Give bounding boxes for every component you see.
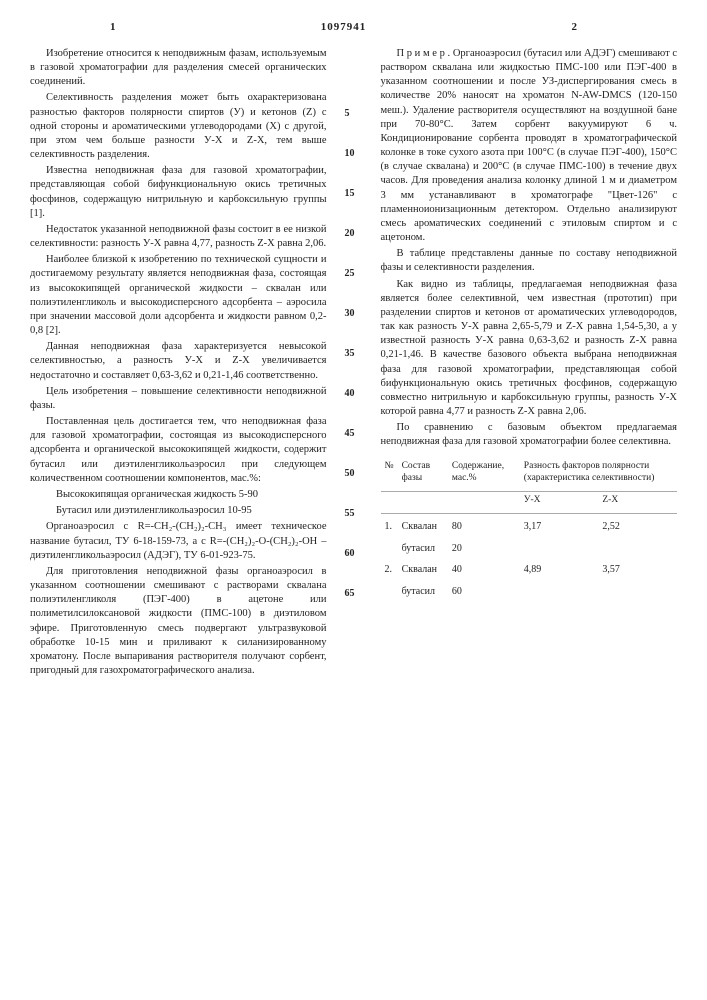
linenum: 65 xyxy=(345,587,363,601)
cell: 40 xyxy=(448,557,520,579)
linenum: 25 xyxy=(345,267,363,281)
linenum: 5 xyxy=(345,107,363,121)
th-yx: У-X xyxy=(520,492,599,514)
para: В таблице представлены данные по составу… xyxy=(381,247,678,275)
para: Данная неподвижная фаза характеризуется … xyxy=(30,340,327,383)
para: Высококипящая органическая жидкость 5-90 xyxy=(30,488,327,502)
th-cont: Содержание, мас.% xyxy=(448,458,520,492)
cell: 80 xyxy=(448,514,520,536)
th-diff: Разность факторов полярности (характерис… xyxy=(520,458,677,492)
text-columns: Изобретение относится к неподвижным фаза… xyxy=(30,47,677,680)
para: Как видно из таблицы, предлагаемая непод… xyxy=(381,278,678,420)
page-num-right: 2 xyxy=(572,20,578,35)
table-row: бутасил 60 xyxy=(381,579,678,601)
table-row: бутасил 20 xyxy=(381,536,678,558)
para: Для приготовления неподвижной фазы орган… xyxy=(30,565,327,678)
linenum: 20 xyxy=(345,227,363,241)
table-row: 1. Сквалан 80 3,17 2,52 xyxy=(381,514,678,536)
left-column: Изобретение относится к неподвижным фаза… xyxy=(30,47,327,680)
table-row: 2. Сквалан 40 4,89 3,57 xyxy=(381,557,678,579)
cell: 1. xyxy=(381,514,398,536)
linenum: 10 xyxy=(345,147,363,161)
page-header: 1 1097941 2 xyxy=(30,20,677,35)
para: Поставленная цель достигается тем, что н… xyxy=(30,415,327,486)
cell: 2. xyxy=(381,557,398,579)
cell: Сквалан xyxy=(398,557,448,579)
linenum: 60 xyxy=(345,547,363,561)
linenum: 35 xyxy=(345,347,363,361)
cell: 3,57 xyxy=(598,557,677,579)
para: Селективность разделения может быть охар… xyxy=(30,91,327,162)
cell: Сквалан xyxy=(398,514,448,536)
para: Цель изобретения – повышение селективнос… xyxy=(30,385,327,413)
cell: 2,52 xyxy=(598,514,677,536)
line-numbers: 5 10 15 20 25 30 35 40 45 50 55 60 65 xyxy=(345,47,363,680)
para: П р и м е р . Органоаэросил (бутасил или… xyxy=(381,47,678,245)
linenum: 15 xyxy=(345,187,363,201)
results-table: № Состав фазы Содержание, мас.% Разность… xyxy=(381,458,678,600)
linenum: 40 xyxy=(345,387,363,401)
cell: 20 xyxy=(448,536,520,558)
cell: 3,17 xyxy=(520,514,599,536)
th-num: № xyxy=(381,458,398,492)
linenum: 50 xyxy=(345,467,363,481)
linenum: 55 xyxy=(345,507,363,521)
doc-number: 1097941 xyxy=(321,20,367,35)
th-zx: Z-X xyxy=(598,492,677,514)
para: Изобретение относится к неподвижным фаза… xyxy=(30,47,327,90)
para: Органоаэросил с R=-CH₂-(CH₂)₂-CH₃ имеет … xyxy=(30,520,327,563)
page-num-left: 1 xyxy=(110,20,116,35)
para: Известна неподвижная фаза для газовой хр… xyxy=(30,164,327,221)
cell: бутасил xyxy=(398,579,448,601)
cell: бутасил xyxy=(398,536,448,558)
linenum: 45 xyxy=(345,427,363,441)
linenum: 30 xyxy=(345,307,363,321)
cell: 4,89 xyxy=(520,557,599,579)
para: Наиболее близкой к изобретению по технич… xyxy=(30,253,327,338)
para: По сравнению с базовым объектом предлага… xyxy=(381,421,678,449)
para: Недостаток указанной неподвижной фазы со… xyxy=(30,223,327,251)
para: Бутасил или диэтиленгликольаэросил 10-95 xyxy=(30,504,327,518)
th-comp: Состав фазы xyxy=(398,458,448,492)
cell: 60 xyxy=(448,579,520,601)
right-column: П р и м е р . Органоаэросил (бутасил или… xyxy=(381,47,678,680)
